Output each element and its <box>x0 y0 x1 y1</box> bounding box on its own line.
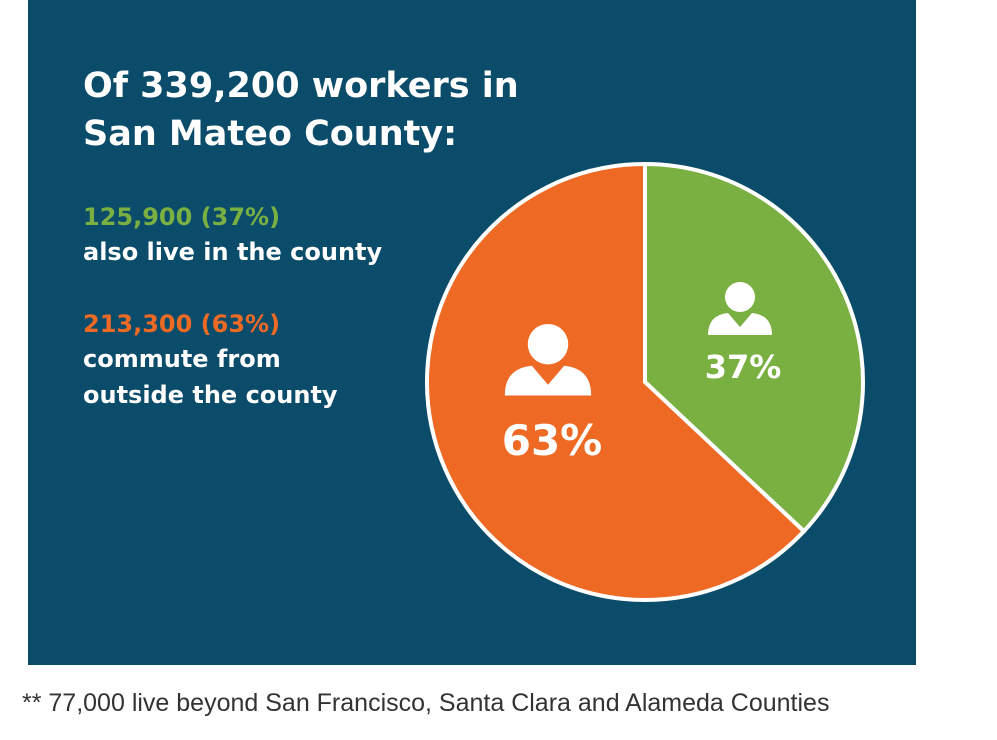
legend-text: outside the county <box>83 381 338 409</box>
slice-label: 37% <box>705 348 782 386</box>
footnote: ** 77,000 live beyond San Francisco, San… <box>22 689 829 717</box>
person-icon <box>504 323 592 396</box>
person-icon <box>708 282 772 335</box>
title-line: Of 339,200 workers in <box>83 66 519 106</box>
pie-slice <box>425 161 807 602</box>
legend-heading: 213,300 (63%) <box>83 310 280 338</box>
slice-label: 63% <box>502 416 603 465</box>
title-line: San Mateo County: <box>83 114 457 154</box>
legend-text: commute from <box>83 345 281 373</box>
legend-text: also live in the county <box>83 238 383 266</box>
legend-heading: 125,900 (37%) <box>83 203 280 231</box>
pie <box>425 161 865 602</box>
pie-slice <box>643 161 865 535</box>
